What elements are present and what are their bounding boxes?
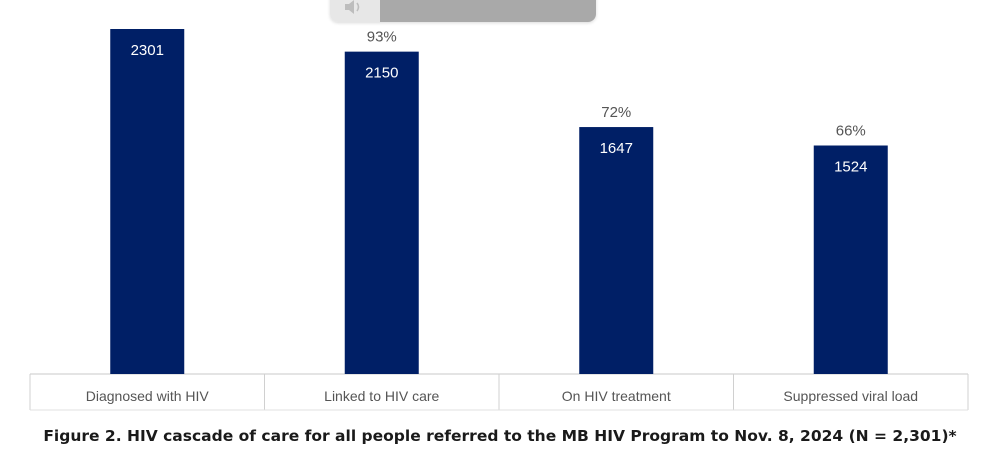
bar-chart: 2301 Diagnosed with HIV 2150 93% Linked to H…: [29, 29, 969, 411]
media-progress-bar[interactable]: [380, 0, 596, 22]
x-tick-label: Linked to HIV care: [324, 388, 439, 404]
media-control-overlay[interactable]: [330, 0, 596, 22]
bar: [344, 51, 419, 374]
bar-value-label: 1647: [600, 140, 633, 157]
speaker-icon: [345, 0, 360, 14]
speaker-button[interactable]: [330, 0, 380, 22]
bar-value-label: 2301: [131, 42, 164, 59]
bar: [813, 145, 888, 374]
bar-value-label: 2150: [365, 65, 398, 82]
bar-percent-label: 93%: [367, 29, 397, 46]
figure-caption: Figure 2. HIV cascade of care for all pe…: [43, 427, 957, 445]
x-tick-label: Diagnosed with HIV: [86, 388, 210, 404]
bar-value-label: 1524: [834, 158, 867, 175]
x-tick-label: On HIV treatment: [562, 388, 671, 404]
bar: [110, 29, 185, 374]
bar: [579, 127, 654, 374]
bar-percent-label: 66%: [836, 122, 866, 139]
bar-percent-label: 72%: [601, 104, 631, 121]
x-tick-label: Suppressed viral load: [783, 388, 918, 404]
